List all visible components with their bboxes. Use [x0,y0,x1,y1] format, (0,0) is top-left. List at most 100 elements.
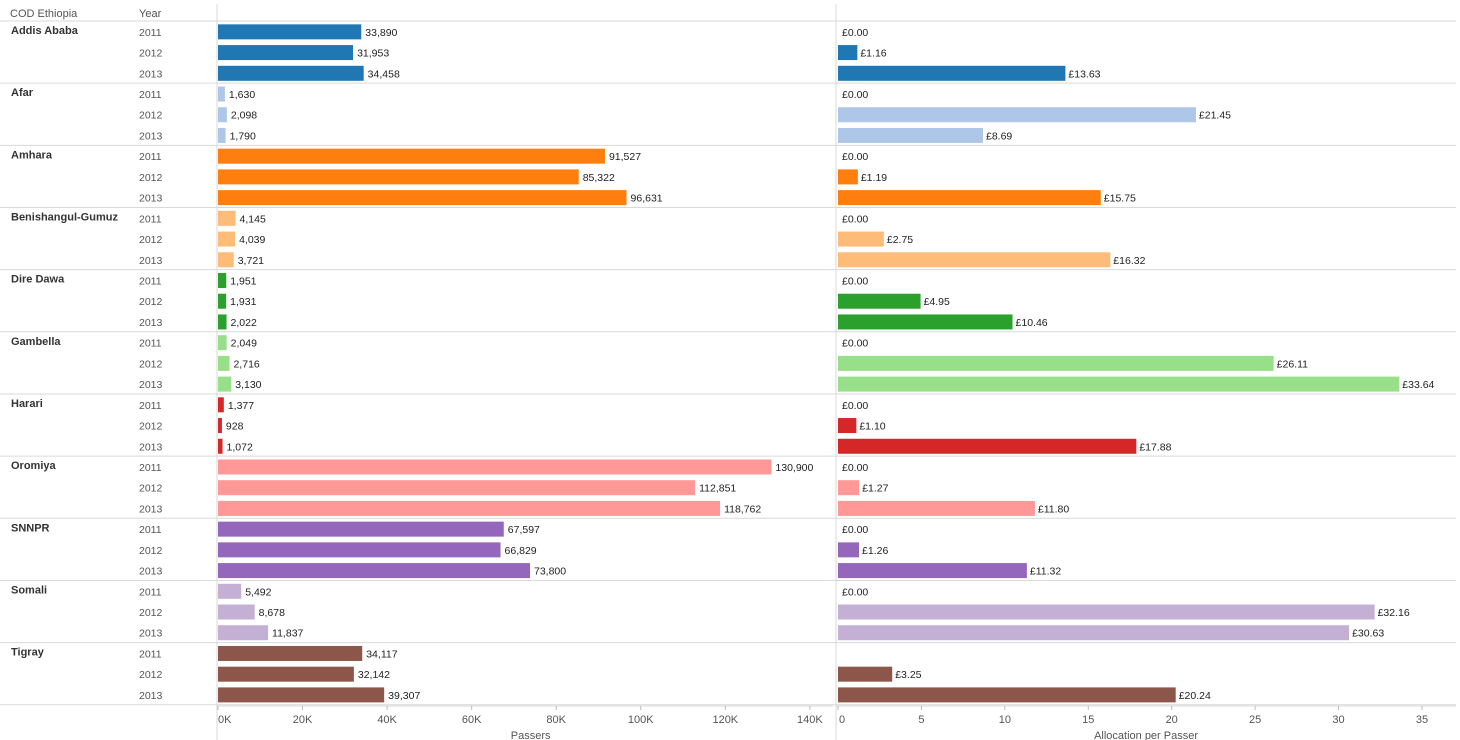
allocation-value-label: £0.00 [842,524,868,536]
allocation-value-label: £26.11 [1277,358,1308,370]
passers-bar [218,583,242,599]
passers-bar [218,127,226,143]
allocation-axis-title: Allocation per Passer [1094,730,1198,740]
passers-value-label: 1,790 [230,130,256,142]
passers-bar [218,24,362,40]
region-label: Addis Ababa [11,25,79,37]
region-group-afar: Afar 2011 1,630 £0.00 2012 2,098 £21.45 2013 1,7… [11,86,1231,143]
passers-value-label: 33,890 [365,27,397,39]
allocation-tick-label: 25 [1249,714,1261,726]
allocation-value-label: £3.25 [895,669,921,681]
allocation-value-label: £21.45 [1199,110,1231,122]
passers-value-label: 3,130 [235,379,261,391]
year-label: 2013 [139,628,163,640]
allocation-tick-label: 5 [918,714,924,726]
year-column-header: Year [139,8,162,20]
allocation-bar [838,625,1350,641]
region-label: Oromiya [11,460,57,472]
region-label: Dire Dawa [11,274,65,286]
passers-value-label: 2,098 [231,110,257,122]
region-group-addis-ababa: Addis Ababa 2011 33,890 £0.00 2012 31,953 £1.1… [11,24,1101,81]
passers-value-label: 1,072 [227,441,253,453]
passers-bar [218,500,721,516]
allocation-tick-label: 35 [1416,714,1428,726]
allocation-bar [838,252,1111,268]
allocation-bar [838,376,1400,392]
region-group-gambella: Gambella 2011 2,049 £0.00 2012 2,716 £26.11 201… [11,335,1435,392]
allocation-bar [838,45,858,61]
year-label: 2013 [139,317,163,329]
passers-value-label: 67,597 [508,524,540,536]
allocation-value-label: £0.00 [842,586,868,598]
passers-value-label: 4,145 [240,213,266,225]
passers-bar [218,459,772,475]
passers-bar [218,418,222,434]
year-label: 2011 [139,524,162,536]
allocation-bar [838,190,1101,206]
year-label: 2012 [139,172,163,184]
passers-tick-label: 120K [712,714,738,726]
passers-bar [218,293,227,309]
year-label: 2013 [139,503,163,515]
year-label: 2012 [139,545,163,557]
allocation-value-label: £2.75 [887,234,913,246]
year-label: 2011 [139,338,162,350]
passers-value-label: 2,716 [233,358,259,370]
passers-value-label: 4,039 [239,234,265,246]
allocation-bar [838,107,1196,123]
passers-value-label: 1,630 [229,89,255,101]
allocation-tick-label: 0 [839,714,845,726]
year-label: 2011 [139,648,162,660]
passers-tick-label: 60K [462,714,482,726]
year-label: 2012 [139,421,163,433]
region-label: Gambella [11,336,61,348]
allocation-tick-label: 20 [1166,714,1178,726]
passers-value-label: 39,307 [388,690,420,702]
year-label: 2012 [139,607,163,619]
allocation-value-label: £33.64 [1402,379,1434,391]
passers-bar [218,666,354,682]
year-label: 2013 [139,193,163,205]
passers-value-label: 85,322 [583,172,615,184]
region-group-oromiya: Oromiya 2011 130,900 £0.00 2012 112,851 £1.27 2… [11,459,1069,516]
passers-value-label: 3,721 [238,255,264,267]
year-label: 2011 [139,462,162,474]
passers-value-label: 5,492 [245,586,271,598]
passers-value-label: 34,117 [366,648,397,660]
year-label: 2012 [139,234,163,246]
passers-bar [218,687,385,703]
passers-tick-label: 20K [293,714,313,726]
allocation-bar [838,500,1035,516]
year-label: 2011 [139,586,162,598]
passers-bar [218,355,230,371]
allocation-value-label: £8.69 [986,130,1012,142]
year-label: 2013 [139,379,163,391]
allocation-value-label: £20.24 [1179,690,1211,702]
year-label: 2011 [139,27,162,39]
region-label: Tigray [11,647,45,659]
allocation-value-label: £1.16 [860,48,886,60]
year-label: 2011 [139,276,162,288]
passers-bar [218,252,234,268]
year-label: 2011 [139,89,162,101]
passers-bar [218,521,504,537]
passers-bar [218,86,225,102]
rows-layer: Addis Ababa 2011 33,890 £0.00 2012 31,953 £1.1… [11,24,1435,703]
passers-value-label: 2,049 [231,338,257,350]
passers-bar [218,45,354,61]
passers-bar [218,169,579,185]
allocation-bar [838,169,858,185]
year-label: 2013 [139,130,163,142]
passers-tick-label: 0K [218,714,232,726]
region-group-somali: Somali 2011 5,492 £0.00 2012 8,678 £32.16 2013 1… [11,583,1410,641]
allocation-bar [838,438,1137,454]
allocation-value-label: £0.00 [842,213,868,225]
allocation-bar [838,604,1375,620]
allocation-bar [838,231,884,247]
passers-bar [218,563,530,579]
passers-bar [218,231,236,247]
allocation-bar [838,666,893,682]
allocation-bar [838,480,860,496]
region-group-snnpr: SNNPR 2011 67,597 £0.00 2012 66,829 £1.26 2013 7… [11,521,1061,579]
region-group-amhara: Amhara 2011 91,527 £0.00 2012 85,322 £1.19 2013… [11,148,1136,206]
